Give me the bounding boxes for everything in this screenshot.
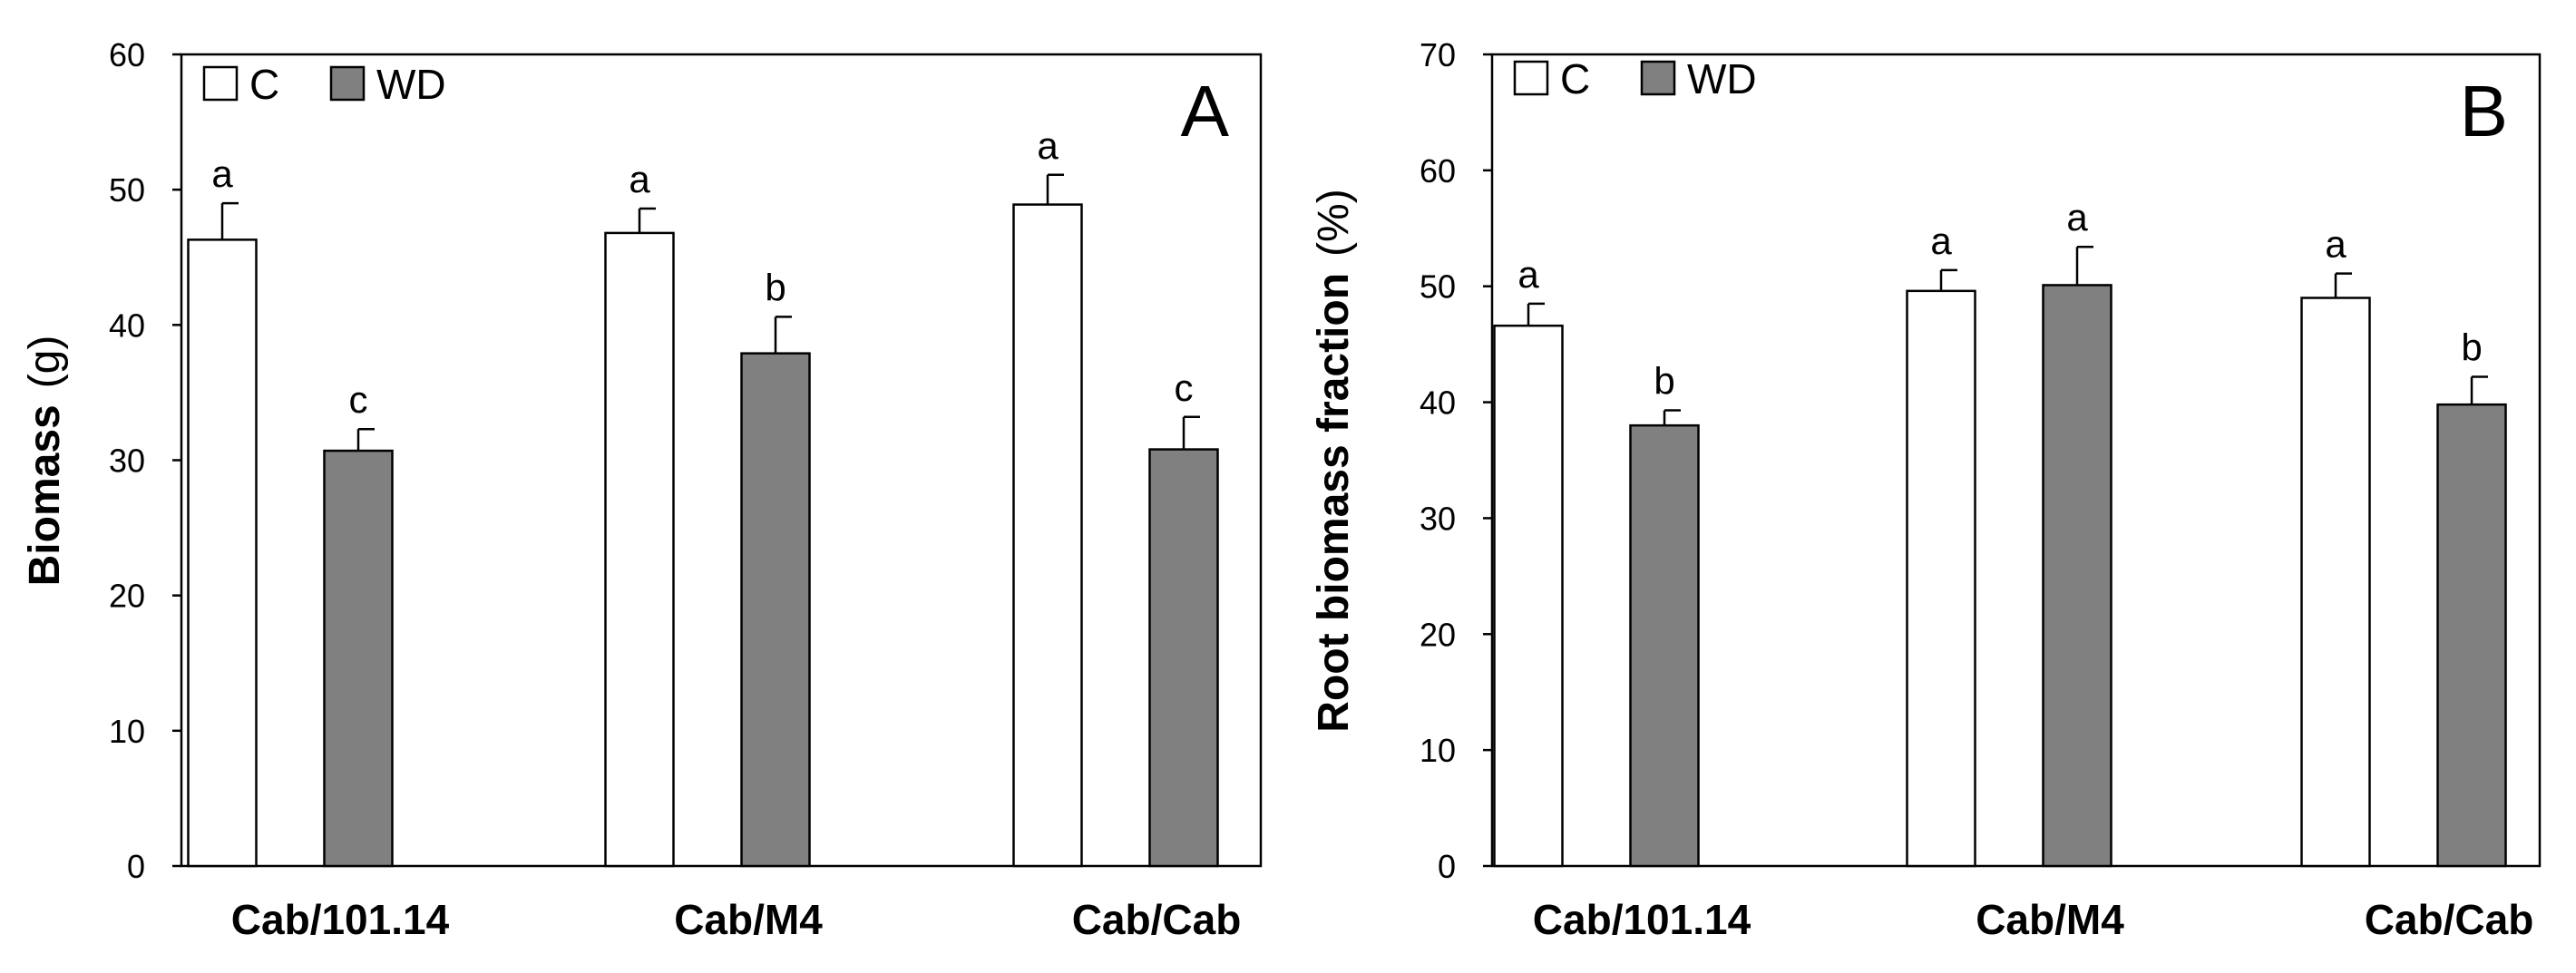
significance-letter: a: [1930, 219, 1952, 262]
chart-panel-a: 0 10 20 30 40 50 60 Biomass (g) a c Cab/101.14 a b Cab…: [21, 36, 1263, 943]
y-tick-label: 70: [1420, 36, 1456, 73]
y-axis-title: Root biomass fraction: [1310, 273, 1358, 733]
panel-label: B: [2460, 71, 2508, 151]
x-category-label: Cab/M4: [674, 896, 823, 943]
y-tick-label: 10: [109, 713, 145, 750]
legend-label-wd: WD: [1687, 55, 1757, 102]
y-tick-label: 10: [1420, 732, 1456, 769]
y-tick-label: 60: [1420, 152, 1456, 190]
significance-letter: a: [1037, 124, 1059, 167]
bar-wd: [1148, 448, 1219, 868]
legend-swatch-c: [1513, 60, 1549, 96]
bar-c: [187, 238, 258, 868]
chart-panel-b: 0 10 20 30 40 50 60 70 Root biomass fraction (%) a…: [1310, 36, 2542, 943]
y-tick-label: 50: [109, 171, 145, 209]
bar-wd: [323, 449, 394, 868]
bar-wd: [740, 352, 811, 868]
significance-letter: a: [2066, 196, 2088, 238]
plot-frame: [1490, 53, 2542, 868]
legend-swatch-c: [202, 65, 239, 102]
y-tick-label: 0: [1438, 848, 1456, 885]
y-tick-label: 40: [1420, 384, 1456, 422]
y-axis-title: Biomass: [21, 404, 69, 586]
bar-wd: [1629, 423, 1700, 868]
y-tick-label: 40: [109, 306, 145, 344]
panel-label: A: [1181, 71, 1230, 151]
significance-letter: c: [349, 378, 368, 421]
y-tick-label: 20: [1420, 616, 1456, 653]
y-axis-label: Biomass (g): [21, 336, 69, 587]
x-category-label: Cab/Cab: [2365, 896, 2534, 943]
y-tick-label: 0: [127, 848, 145, 885]
significance-letter: a: [211, 152, 233, 195]
legend-label-wd: WD: [376, 61, 446, 108]
legend-label-c: C: [249, 61, 279, 108]
legend: C WD: [202, 61, 446, 108]
x-category-label: Cab/Cab: [1072, 896, 1242, 943]
y-tick-label: 30: [1420, 500, 1456, 537]
x-category-label: Cab/M4: [1976, 896, 2124, 943]
y-tick-label: 50: [1420, 268, 1456, 306]
legend-swatch-wd: [329, 65, 366, 102]
significance-letter: a: [629, 158, 650, 200]
significance-letter: a: [1517, 253, 1539, 296]
y-tick-label: 30: [109, 443, 145, 480]
significance-letter: b: [765, 266, 785, 308]
bar-c: [2300, 297, 2371, 868]
bar-c: [1012, 203, 1083, 868]
y-tick-label: 20: [109, 578, 145, 615]
y-axis-unit: (%): [1310, 189, 1358, 257]
bar-wd: [2436, 403, 2507, 868]
x-category-label: Cab/101.14: [1533, 896, 1751, 943]
bar-c: [604, 231, 675, 868]
significance-letter: c: [1175, 366, 1194, 409]
y-axis-label: Root biomass fraction (%): [1310, 189, 1358, 732]
bar-c: [1906, 289, 1976, 868]
bar-c: [1493, 324, 1564, 868]
significance-letter: b: [1654, 360, 1674, 403]
significance-letter: a: [2325, 223, 2347, 266]
x-category-label: Cab/101.14: [231, 896, 450, 943]
legend: C WD: [1513, 55, 1757, 102]
legend-label-c: C: [1560, 55, 1590, 102]
legend-swatch-wd: [1640, 60, 1676, 96]
significance-letter: b: [2461, 326, 2482, 368]
y-tick-label: 60: [109, 36, 145, 73]
y-axis-unit: (g): [21, 336, 69, 389]
bar-wd: [2042, 284, 2113, 868]
